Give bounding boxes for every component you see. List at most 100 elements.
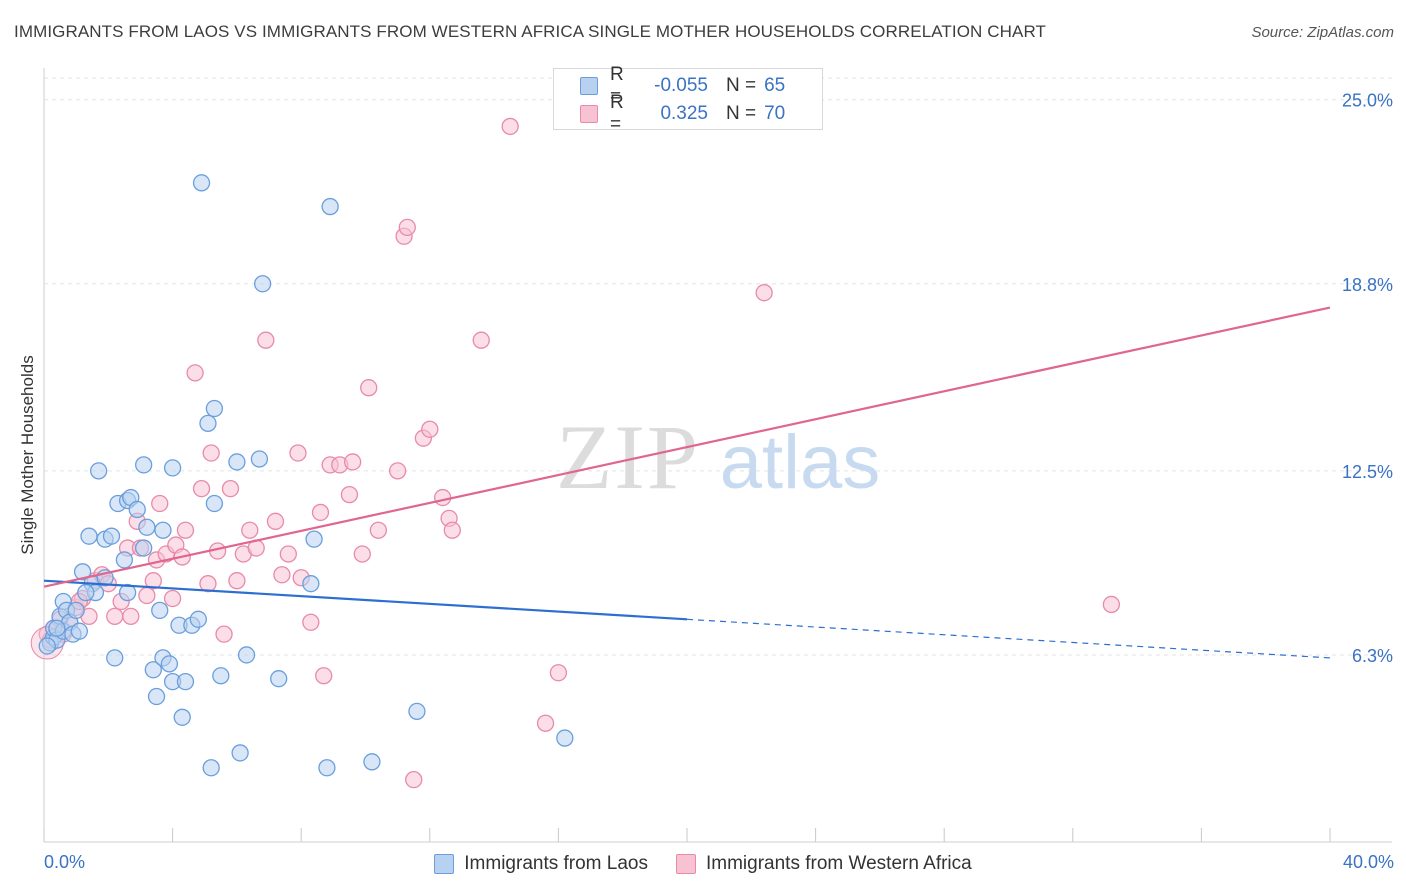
point-laos: [102, 527, 121, 545]
bottom-legend-label-laos: Immigrants from Laos: [464, 853, 648, 874]
point-western-africa: [302, 613, 320, 631]
bottom-legend-swatch-laos: [434, 854, 455, 874]
watermark: ZIP atlas: [556, 406, 880, 508]
point-laos: [205, 494, 224, 513]
point-laos: [205, 399, 224, 418]
point-laos: [67, 601, 85, 620]
point-western-africa: [343, 453, 362, 471]
legend-r-value-laos: -0.055: [654, 75, 708, 96]
gridlines: [44, 77, 1392, 656]
watermark-zip: ZIP: [556, 406, 700, 508]
y-axis-title: Single Mother Households: [18, 355, 37, 555]
point-laos: [212, 667, 230, 685]
point-western-africa: [315, 667, 333, 685]
point-laos: [189, 610, 207, 628]
point-laos: [80, 527, 98, 545]
legend-r-value-western-africa: 0.325: [660, 103, 708, 124]
point-laos: [73, 563, 92, 581]
y-tick-label: 25.0%: [1342, 91, 1393, 111]
point-laos: [135, 539, 153, 557]
point-western-africa: [186, 364, 204, 382]
correlation-legend: R = -0.055 N = 65 R = 0.325 N = 70: [553, 64, 823, 135]
point-laos: [151, 601, 169, 620]
point-western-africa: [311, 503, 330, 522]
point-laos: [199, 414, 217, 432]
legend-r-label: R =: [610, 92, 624, 135]
x-tick-label-max: 40.0%: [1342, 852, 1394, 872]
y-tick-label: 12.5%: [1342, 462, 1393, 482]
point-laos: [363, 753, 381, 771]
point-laos: [270, 670, 288, 688]
point-laos: [250, 450, 269, 468]
point-western-africa: [176, 521, 195, 539]
bottom-legend-laos: Immigrants from Laos: [434, 853, 648, 875]
point-western-africa: [199, 575, 217, 593]
point-western-africa: [215, 625, 233, 643]
bottom-legend-label-western-africa: Immigrants from Western Africa: [706, 853, 972, 874]
point-laos: [48, 619, 66, 637]
point-western-africa: [353, 545, 371, 563]
point-western-africa: [472, 331, 490, 349]
source-label: Source: ZipAtlas.com: [1251, 24, 1394, 41]
point-laos: [106, 649, 124, 667]
point-western-africa: [221, 480, 240, 498]
point-western-africa: [369, 521, 388, 539]
point-laos: [202, 759, 220, 777]
legend-swatch-laos: [580, 77, 598, 95]
point-laos: [556, 729, 574, 747]
legend-n-label: N =: [726, 103, 757, 124]
point-western-africa: [122, 607, 140, 625]
trend-lines: [43, 306, 1331, 659]
point-western-africa: [443, 521, 461, 539]
y-tick-labels: 6.3% 12.5% 18.8% 25.0%: [1342, 91, 1393, 666]
bottom-legend-swatch-western-africa: [676, 854, 696, 874]
point-western-africa: [241, 521, 259, 539]
point-western-africa: [266, 512, 285, 530]
point-laos: [128, 500, 146, 519]
chart-title: IMMIGRANTS FROM LAOS VS IMMIGRANTS FROM …: [14, 22, 1046, 41]
point-western-africa: [388, 462, 407, 480]
point-laos: [321, 197, 339, 216]
point-laos: [192, 174, 211, 192]
y-tick-label: 6.3%: [1352, 646, 1393, 666]
legend-row-western-africa: R = 0.325 N = 70: [554, 92, 786, 135]
point-laos: [253, 275, 272, 293]
point-laos: [144, 661, 162, 679]
legend-n-value-laos: 65: [764, 75, 786, 96]
point-laos: [90, 462, 108, 480]
point-laos: [237, 646, 256, 664]
bottom-legend: Immigrants from Laos Immigrants from Wes…: [0, 851, 1406, 877]
point-laos: [135, 456, 153, 474]
trend-line-laos: [43, 579, 688, 621]
point-laos: [318, 759, 336, 777]
point-western-africa: [273, 566, 291, 584]
point-western-africa: [202, 444, 220, 462]
trend-line-laos-extension: [686, 618, 1331, 659]
legend-n-value-western-africa: 70: [764, 103, 786, 124]
legend-swatch-western-africa: [580, 105, 598, 123]
point-laos: [163, 459, 182, 477]
point-laos: [70, 622, 89, 640]
point-western-africa: [1102, 595, 1121, 614]
watermark-atlas: atlas: [720, 420, 881, 505]
legend-row-laos: R = -0.055 N = 65: [554, 64, 786, 107]
point-western-africa: [192, 480, 211, 498]
point-laos: [115, 551, 134, 569]
point-western-africa: [421, 420, 439, 438]
point-western-africa: [398, 218, 416, 237]
point-western-africa: [434, 488, 452, 507]
point-western-africa: [151, 494, 169, 513]
legend-n-label: N =: [726, 75, 757, 96]
point-laos: [305, 530, 323, 548]
trend-line-western-africa: [43, 306, 1331, 588]
point-western-africa: [289, 444, 307, 462]
point-western-africa: [106, 607, 124, 625]
point-laos: [231, 744, 249, 762]
point-laos: [176, 673, 195, 691]
point-western-africa: [257, 331, 275, 349]
point-laos: [138, 518, 156, 536]
point-laos: [118, 583, 137, 602]
point-laos: [228, 453, 246, 471]
point-laos: [302, 575, 320, 593]
